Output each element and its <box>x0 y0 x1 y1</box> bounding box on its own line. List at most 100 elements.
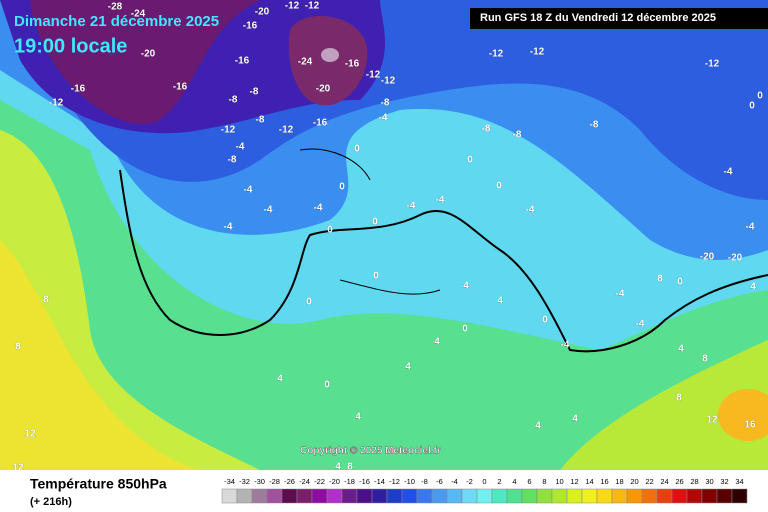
colorbar-swatch <box>371 488 388 504</box>
contour-label: -16 <box>173 82 188 93</box>
contour-label: -8 <box>381 98 390 109</box>
colorbar-swatch <box>491 488 508 504</box>
contour-label: -20 <box>255 7 270 18</box>
copyright: Copyright © 2025 Meteociel.fr <box>300 446 441 457</box>
colorbar-swatch <box>326 488 343 504</box>
legend-lead: (+ 216h) <box>30 496 72 508</box>
contour-label: -4 <box>314 203 323 214</box>
colorbar-tick-label: -16 <box>359 477 370 486</box>
colorbar-tick-label: 26 <box>675 477 683 486</box>
contour-label: 0 <box>354 144 360 155</box>
run-info: Run GFS 18 Z du Vendredi 12 décembre 202… <box>480 12 716 24</box>
contour-label: 4 <box>678 344 684 355</box>
contour-label: -24 <box>298 57 313 68</box>
colorbar-tick-label: 8 <box>542 477 546 486</box>
colorbar-swatch <box>341 488 358 504</box>
contour-label: 0 <box>496 181 502 192</box>
contour-label: -12 <box>285 1 300 12</box>
contour-label: -12 <box>305 1 320 12</box>
colorbar-swatch <box>311 488 328 504</box>
contour-label: -4 <box>636 319 645 330</box>
contour-label: 4 <box>497 296 503 307</box>
legend-title: Température 850hPa <box>30 476 167 492</box>
contour-label: 12 <box>706 415 718 426</box>
contour-label: 0 <box>339 182 345 193</box>
warm-area <box>718 389 768 441</box>
colorbar-tick-label: -12 <box>389 477 400 486</box>
contour-label: -4 <box>746 222 755 233</box>
contour-label: -8 <box>228 155 237 166</box>
contour-label: 0 <box>462 324 468 335</box>
time-title: 19:00 locale <box>14 35 127 57</box>
contour-label: 0 <box>327 225 333 236</box>
colorbar-tick-label: 2 <box>497 477 501 486</box>
colorbar-tick-label: 0 <box>482 477 486 486</box>
contour-label: 0 <box>757 91 763 102</box>
contour-label: -12 <box>279 125 294 136</box>
colorbar-swatch <box>551 488 568 504</box>
contour-label: 8 <box>347 462 353 473</box>
colorbar-swatch <box>581 488 598 504</box>
contour-label: 4 <box>277 374 283 385</box>
contour-label: -4 <box>244 185 253 196</box>
colorbar-swatch <box>266 488 283 504</box>
contour-label: -16 <box>345 59 360 70</box>
colorbar-swatch <box>641 488 658 504</box>
contour-label: 4 <box>535 421 541 432</box>
contour-label: -8 <box>229 95 238 106</box>
contour-label: -20 <box>700 252 715 263</box>
colorbar-swatch <box>236 488 253 504</box>
contour-label: 8 <box>43 295 49 306</box>
colorbar-swatch <box>221 488 238 504</box>
colorbar-swatch <box>566 488 583 504</box>
contour-label: -16 <box>71 84 86 95</box>
contour-label: -20 <box>316 84 331 95</box>
contour-label: -8 <box>250 87 259 98</box>
contour-label: -4 <box>407 201 416 212</box>
colorbar-swatch <box>386 488 403 504</box>
colorbar-tick-label: 32 <box>720 477 728 486</box>
colorbar-tick-label: -6 <box>436 477 443 486</box>
contour-label: -12 <box>530 47 545 58</box>
colorbar-tick-label: 10 <box>555 477 563 486</box>
cold-area <box>30 0 260 124</box>
colorbar-tick-label: 20 <box>630 477 638 486</box>
colorbar-swatch <box>476 488 493 504</box>
colorbar-tick-label: -32 <box>239 477 250 486</box>
warm-area <box>560 340 768 470</box>
contour-label: 12 <box>12 463 24 474</box>
contour-label: -4 <box>526 205 535 216</box>
contour-label: -12 <box>489 49 504 60</box>
colorbar-tick-label: -22 <box>314 477 325 486</box>
colorbar-tick-label: 28 <box>690 477 698 486</box>
colorbar-swatch <box>446 488 463 504</box>
colorbar-swatch <box>356 488 373 504</box>
contour-label: -12 <box>381 76 396 87</box>
contour-label: -8 <box>590 120 599 131</box>
colorbar-tick-label: 24 <box>660 477 668 486</box>
colorbar-swatch <box>596 488 613 504</box>
colorbar-swatch <box>251 488 268 504</box>
contour-label: 16 <box>744 420 756 431</box>
colorbar-tick-label: -30 <box>254 477 265 486</box>
colorbar-swatch <box>656 488 673 504</box>
contour-label: -12 <box>366 70 381 81</box>
contour-label: -4 <box>616 289 625 300</box>
map <box>0 0 768 470</box>
colorbar-tick-label: -20 <box>329 477 340 486</box>
colorbar-tick-label: -2 <box>466 477 473 486</box>
contour-label: -12 <box>49 98 64 109</box>
contour-label: -12 <box>705 59 720 70</box>
colorbar: -34 -32 -30 -28 -26 -24 -22 -20 -18 -16 -14 -12 -10-… <box>221 477 748 504</box>
contour-label: -16 <box>235 56 250 67</box>
contour-label: -8 <box>513 130 522 141</box>
colorbar-tick-label: -28 <box>269 477 280 486</box>
colorbar-swatch <box>731 488 748 504</box>
colorbar-swatch <box>686 488 703 504</box>
colorbar-swatch <box>461 488 478 504</box>
colorbar-tick-label: 22 <box>645 477 653 486</box>
contour-label: -4 <box>379 113 388 124</box>
zero-isotherm <box>119 169 768 353</box>
coastline <box>299 148 441 295</box>
